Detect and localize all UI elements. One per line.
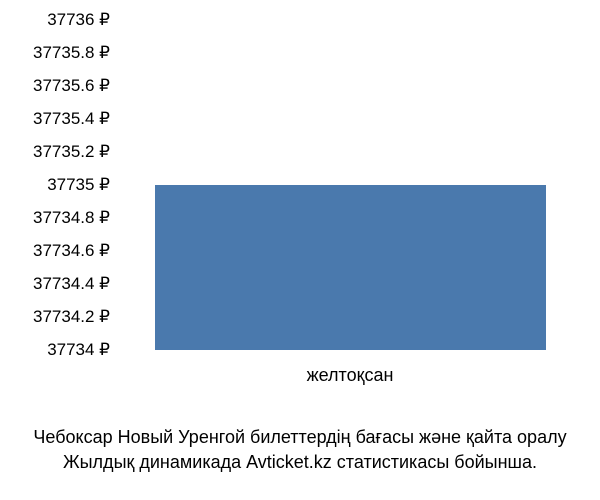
plot-region: [120, 20, 580, 350]
y-tick-label: 37734.2 ₽: [0, 307, 110, 327]
bar: [155, 185, 546, 350]
caption-line1: Чебоксар Новый Уренгой билеттердің бағас…: [33, 427, 566, 447]
x-category-label: желтоқсан: [155, 365, 546, 386]
y-tick-label: 37735.4 ₽: [0, 109, 110, 129]
y-tick-label: 37735.2 ₽: [0, 142, 110, 162]
y-tick-label: 37736 ₽: [0, 10, 110, 30]
y-tick-label: 37735.6 ₽: [0, 76, 110, 96]
y-tick-label: 37735 ₽: [0, 175, 110, 195]
y-tick-label: 37735.8 ₽: [0, 43, 110, 63]
y-tick-label: 37734.4 ₽: [0, 274, 110, 294]
chart-area: 37736 ₽37735.8 ₽37735.6 ₽37735.4 ₽37735.…: [0, 20, 600, 400]
caption-line2: Жылдық динамикада Avticket.kz статистика…: [63, 452, 537, 472]
y-tick-label: 37734 ₽: [0, 340, 110, 360]
y-tick-label: 37734.8 ₽: [0, 208, 110, 228]
y-axis: 37736 ₽37735.8 ₽37735.6 ₽37735.4 ₽37735.…: [0, 20, 110, 350]
chart-caption: Чебоксар Новый Уренгой билеттердің бағас…: [0, 425, 600, 475]
y-tick-label: 37734.6 ₽: [0, 241, 110, 261]
